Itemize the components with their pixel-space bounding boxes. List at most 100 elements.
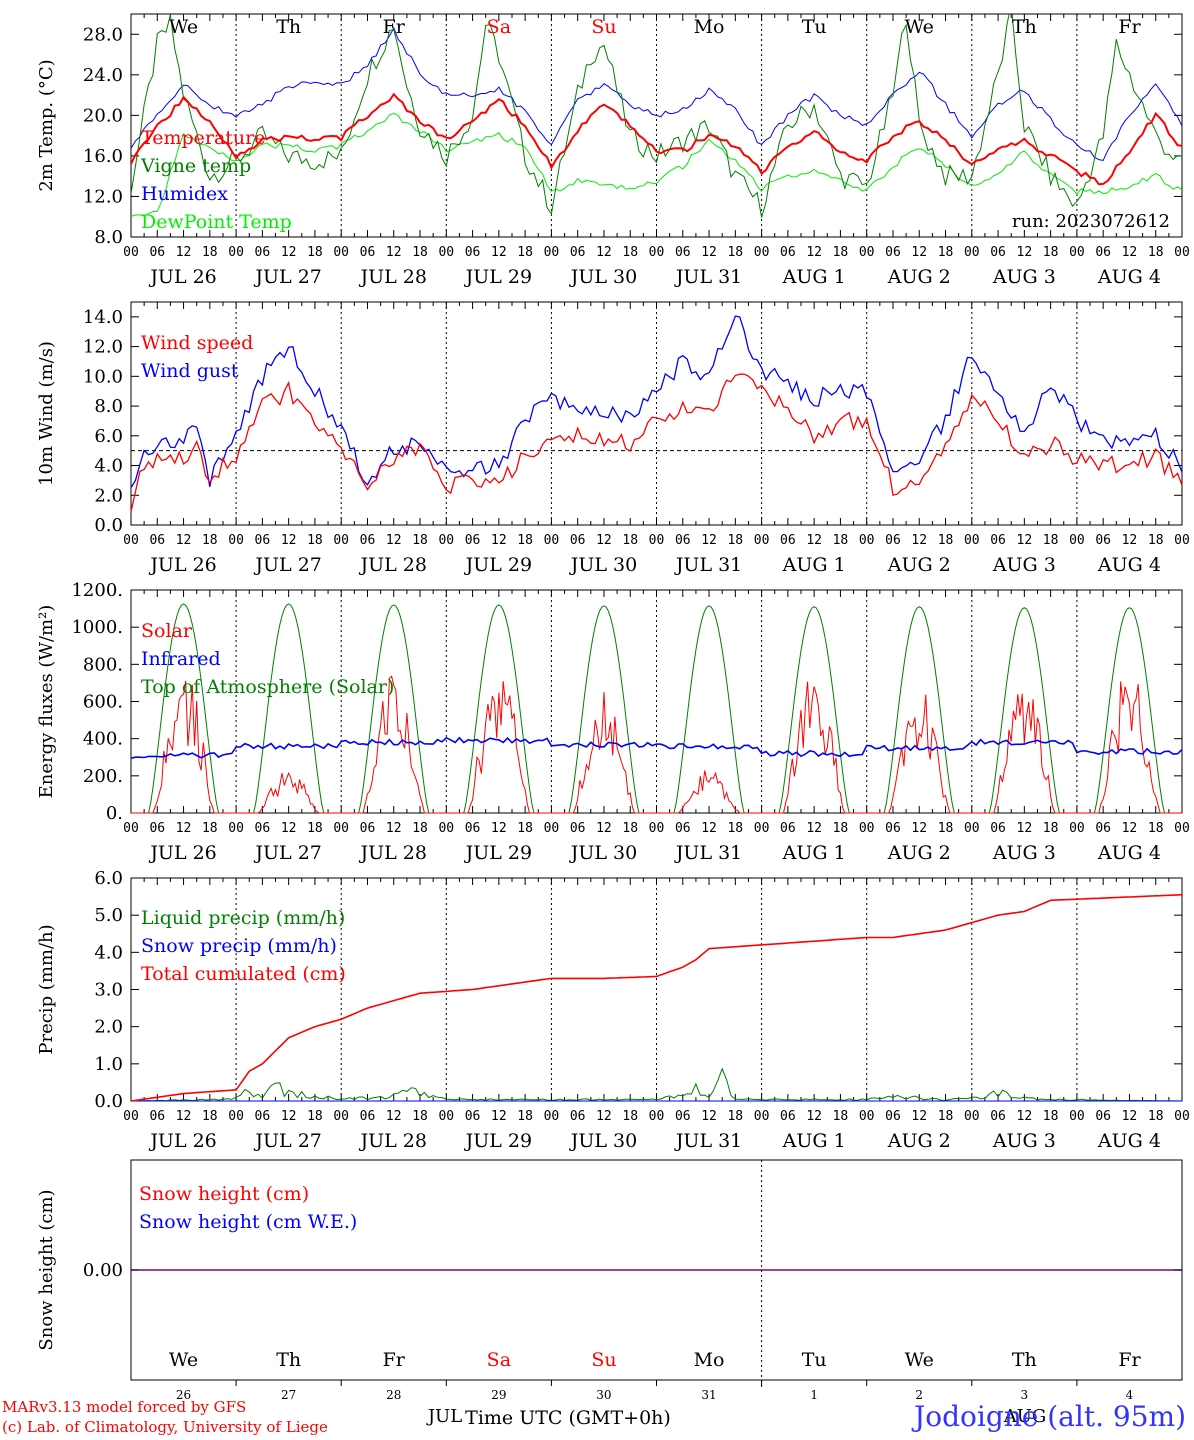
date-label: JUL 29 xyxy=(464,1130,532,1152)
hour-label: 00 xyxy=(123,533,139,548)
date-label: JUL 29 xyxy=(464,266,532,288)
hour-label: 00 xyxy=(123,1109,139,1124)
hour-label: 00 xyxy=(123,821,139,836)
hour-label: 06 xyxy=(990,821,1006,836)
date-label: JUL 26 xyxy=(148,1130,216,1152)
weekday-label: Su xyxy=(591,1349,616,1371)
hour-label: 12 xyxy=(1017,1109,1033,1124)
hour-label: 00 xyxy=(754,1109,770,1124)
hour-label: 00 xyxy=(1174,821,1190,836)
hour-label: 00 xyxy=(964,821,980,836)
date-label: AUG 4 xyxy=(1097,1130,1161,1152)
legend-infrared: Infrared xyxy=(141,648,221,670)
hour-label: 18 xyxy=(622,1109,638,1124)
hour-label: 18 xyxy=(727,245,743,260)
hour-label: 00 xyxy=(1069,533,1085,548)
hour-label: 06 xyxy=(990,1109,1006,1124)
day-number: 4 xyxy=(1126,1388,1134,1402)
hour-label: 12 xyxy=(1122,245,1138,260)
hour-label: 18 xyxy=(307,1109,323,1124)
hour-label: 12 xyxy=(176,1109,192,1124)
date-label: JUL 28 xyxy=(359,1130,427,1152)
panel-2: 00 06 12 18 00 06 12 18 00 06 12 18 00 06 12 18 00 06 12 18… xyxy=(36,301,1190,576)
series-humidex xyxy=(131,26,1182,161)
weekday-label: Tu xyxy=(802,16,827,38)
date-label: JUL 29 xyxy=(464,842,532,864)
series-vigne-temp xyxy=(131,14,1182,218)
hour-label: 00 xyxy=(649,533,665,548)
y-tick-label: 14.0 xyxy=(83,307,123,328)
hour-label: 12 xyxy=(911,245,927,260)
hour-label: 18 xyxy=(833,821,849,836)
hour-label: 06 xyxy=(675,245,691,260)
y-tick-label: 3.0 xyxy=(94,980,123,1001)
date-label: AUG 4 xyxy=(1097,266,1161,288)
hour-label: 12 xyxy=(386,821,402,836)
weekday-label: We xyxy=(905,1349,934,1371)
hour-label: 00 xyxy=(544,1109,560,1124)
legend-temperature: Temperature xyxy=(141,127,265,149)
model-credit: MARv3.13 model forced by GFS xyxy=(2,1398,247,1416)
hour-label: 12 xyxy=(806,533,822,548)
hour-label: 00 xyxy=(859,533,875,548)
series-wind-speed xyxy=(130,373,1183,512)
hour-label: 00 xyxy=(1174,1109,1190,1124)
hour-label: 06 xyxy=(1095,245,1111,260)
y-tick-label: 6.0 xyxy=(94,426,123,447)
y-tick-label: 0.0 xyxy=(94,1091,123,1112)
hour-label: 06 xyxy=(360,533,376,548)
hour-label: 06 xyxy=(570,533,586,548)
hour-label: 12 xyxy=(701,1109,717,1124)
day-number: 28 xyxy=(386,1388,401,1402)
date-label: JUL 28 xyxy=(359,842,427,864)
x-axis-label: Time UTC (GMT+0h) xyxy=(465,1407,671,1429)
hour-label: 12 xyxy=(596,533,612,548)
date-label: AUG 3 xyxy=(992,554,1056,576)
y-tick-label: 400. xyxy=(83,729,123,750)
hour-label: 06 xyxy=(149,245,165,260)
legend-top-of-atmosphere-solar-: Top of Atmosphere (Solar) xyxy=(141,676,394,698)
hour-label: 00 xyxy=(649,245,665,260)
hour-label: 06 xyxy=(780,821,796,836)
series-total-cumulated xyxy=(130,893,1183,1102)
hour-label: 06 xyxy=(570,821,586,836)
date-label: AUG 3 xyxy=(992,1130,1056,1152)
y-axis-label: Precip (mm/h) xyxy=(36,924,57,1054)
date-label: JUL 26 xyxy=(148,842,216,864)
date-label: JUL 28 xyxy=(359,554,427,576)
panel-3: 00 06 12 18 00 06 12 18 00 06 12 18 00 06 12 18 00 06 12 18… xyxy=(36,580,1190,864)
hour-label: 18 xyxy=(202,245,218,260)
date-label: JUL 31 xyxy=(674,266,742,288)
weekday-label: Tu xyxy=(802,1349,827,1371)
hour-label: 18 xyxy=(517,245,533,260)
y-tick-label: 1200. xyxy=(71,580,123,601)
hour-label: 18 xyxy=(1043,1109,1059,1124)
hour-label: 00 xyxy=(859,1109,875,1124)
y-axis-label: Energy fluxes (W/m²) xyxy=(36,605,57,799)
hour-label: 06 xyxy=(570,1109,586,1124)
month-label-aug: AUG xyxy=(1003,1406,1047,1427)
y-tick-label: 800. xyxy=(83,654,123,675)
legend-wind-speed: Wind speed xyxy=(141,332,253,354)
date-label: JUL 27 xyxy=(253,1130,321,1152)
y-tick-label: 10.0 xyxy=(83,366,123,387)
weekday-label: We xyxy=(905,16,934,38)
hour-label: 00 xyxy=(228,821,244,836)
hour-label: 00 xyxy=(333,821,349,836)
y-tick-label: 12.0 xyxy=(83,186,123,207)
hour-label: 12 xyxy=(911,533,927,548)
date-label: AUG 2 xyxy=(887,1130,951,1152)
hour-label: 12 xyxy=(806,245,822,260)
hour-label: 06 xyxy=(990,245,1006,260)
hour-label: 12 xyxy=(1017,245,1033,260)
y-tick-label: 0.00 xyxy=(83,1260,123,1281)
series-solar xyxy=(131,675,1182,814)
date-label: JUL 29 xyxy=(464,554,532,576)
hour-label: 18 xyxy=(1043,533,1059,548)
hour-label: 18 xyxy=(307,821,323,836)
date-label: AUG 1 xyxy=(782,266,846,288)
series-infrared xyxy=(130,736,1183,759)
hour-label: 06 xyxy=(149,533,165,548)
hour-label: 18 xyxy=(938,1109,954,1124)
series-wind-gust xyxy=(130,315,1183,489)
